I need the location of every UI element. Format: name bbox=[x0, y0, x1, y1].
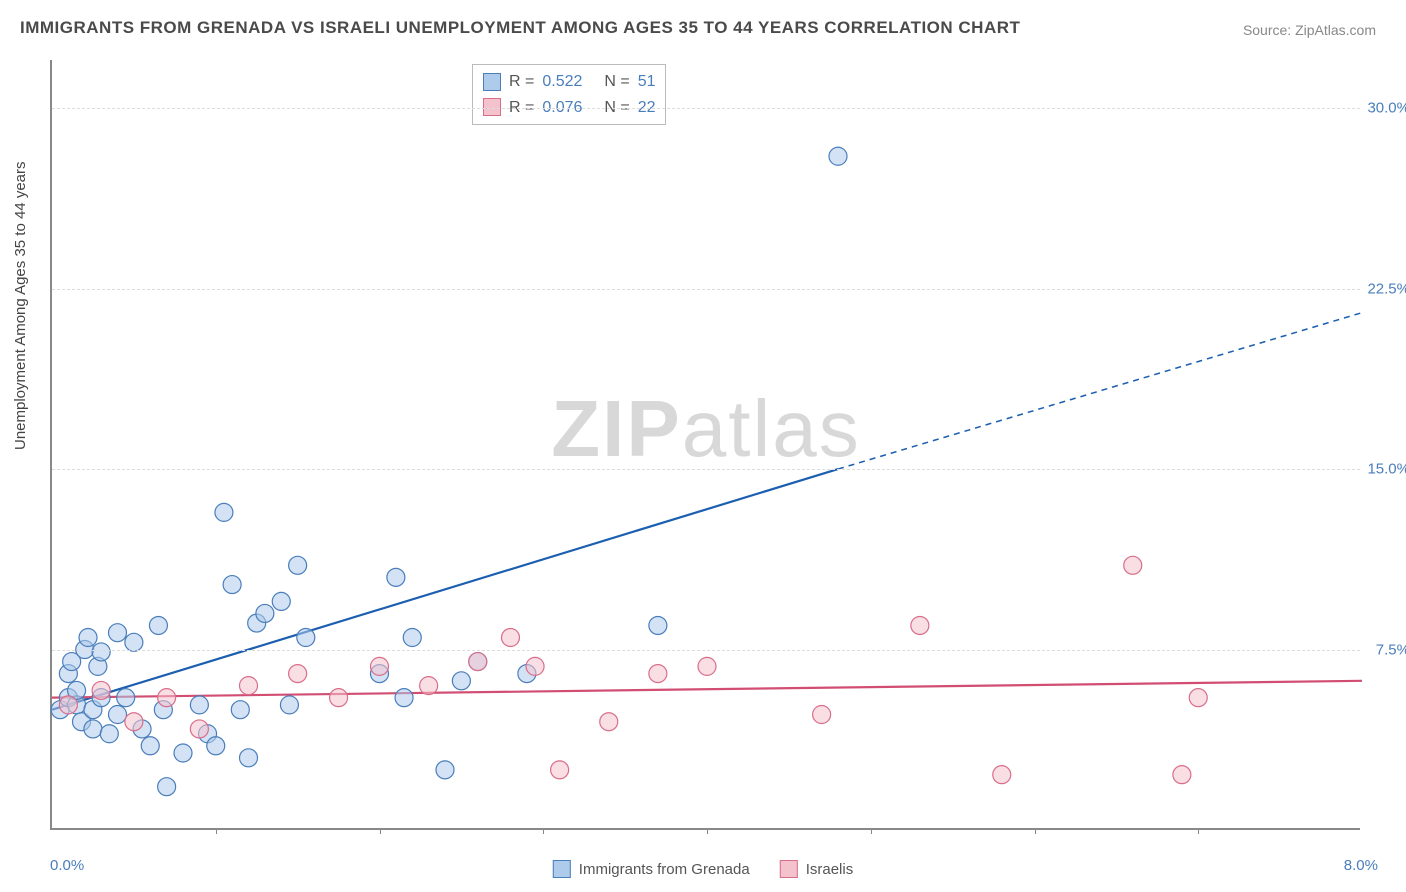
data-point bbox=[395, 689, 413, 707]
x-tick bbox=[380, 828, 381, 834]
gridline bbox=[52, 108, 1360, 109]
data-point bbox=[109, 624, 127, 642]
data-point bbox=[158, 689, 176, 707]
x-axis-min: 0.0% bbox=[50, 857, 84, 874]
data-point bbox=[59, 696, 77, 714]
data-point bbox=[240, 749, 258, 767]
data-point bbox=[911, 616, 929, 634]
legend-item: Immigrants from Grenada bbox=[553, 860, 750, 878]
data-point bbox=[452, 672, 470, 690]
y-tick-label: 22.5% bbox=[1350, 280, 1406, 297]
series-legend: Immigrants from Grenada Israelis bbox=[553, 860, 853, 878]
trend-line-dashed bbox=[838, 313, 1362, 469]
trend-line bbox=[52, 469, 838, 710]
data-point bbox=[649, 616, 667, 634]
data-point bbox=[1124, 556, 1142, 574]
source-attribution: Source: ZipAtlas.com bbox=[1243, 22, 1376, 38]
data-point bbox=[190, 720, 208, 738]
data-point bbox=[330, 689, 348, 707]
data-point bbox=[256, 604, 274, 622]
data-point bbox=[215, 503, 233, 521]
data-point bbox=[403, 629, 421, 647]
data-point bbox=[117, 689, 135, 707]
x-tick bbox=[543, 828, 544, 834]
data-point bbox=[92, 681, 110, 699]
data-point bbox=[526, 657, 544, 675]
x-tick bbox=[707, 828, 708, 834]
data-point bbox=[240, 677, 258, 695]
data-point bbox=[141, 737, 159, 755]
data-point bbox=[223, 576, 241, 594]
data-point bbox=[190, 696, 208, 714]
data-point bbox=[1173, 766, 1191, 784]
data-point bbox=[84, 720, 102, 738]
x-tick bbox=[871, 828, 872, 834]
plot-area: ZIPatlas R =0.522N =51R =0.076N =22 7.5%… bbox=[50, 60, 1360, 830]
y-tick-label: 7.5% bbox=[1350, 641, 1406, 658]
x-tick bbox=[1035, 828, 1036, 834]
data-point bbox=[297, 629, 315, 647]
data-point bbox=[469, 653, 487, 671]
x-tick bbox=[1198, 828, 1199, 834]
legend-swatch bbox=[780, 860, 798, 878]
data-point bbox=[100, 725, 118, 743]
data-point bbox=[387, 568, 405, 586]
legend-label: Israelis bbox=[806, 861, 854, 878]
data-point bbox=[436, 761, 454, 779]
chart-svg bbox=[52, 60, 1360, 828]
data-point bbox=[649, 665, 667, 683]
data-point bbox=[79, 629, 97, 647]
data-point bbox=[289, 665, 307, 683]
data-point bbox=[1189, 689, 1207, 707]
data-point bbox=[174, 744, 192, 762]
data-point bbox=[207, 737, 225, 755]
data-point bbox=[698, 657, 716, 675]
y-tick-label: 30.0% bbox=[1350, 100, 1406, 117]
data-point bbox=[149, 616, 167, 634]
data-point bbox=[420, 677, 438, 695]
gridline bbox=[52, 650, 1360, 651]
data-point bbox=[272, 592, 290, 610]
data-point bbox=[92, 643, 110, 661]
data-point bbox=[371, 657, 389, 675]
y-tick-label: 15.0% bbox=[1350, 461, 1406, 478]
x-tick bbox=[216, 828, 217, 834]
gridline bbox=[52, 289, 1360, 290]
y-axis-label: Unemployment Among Ages 35 to 44 years bbox=[12, 161, 29, 450]
legend-swatch bbox=[553, 860, 571, 878]
data-point bbox=[813, 706, 831, 724]
data-point bbox=[158, 778, 176, 796]
data-point bbox=[600, 713, 618, 731]
data-point bbox=[502, 629, 520, 647]
chart-title: IMMIGRANTS FROM GRENADA VS ISRAELI UNEMP… bbox=[20, 18, 1020, 38]
data-point bbox=[109, 706, 127, 724]
legend-item: Israelis bbox=[780, 860, 854, 878]
data-point bbox=[231, 701, 249, 719]
data-point bbox=[125, 713, 143, 731]
gridline bbox=[52, 469, 1360, 470]
data-point bbox=[551, 761, 569, 779]
data-point bbox=[289, 556, 307, 574]
data-point bbox=[829, 147, 847, 165]
legend-label: Immigrants from Grenada bbox=[579, 861, 750, 878]
x-axis-max: 8.0% bbox=[1344, 857, 1378, 874]
data-point bbox=[280, 696, 298, 714]
data-point bbox=[993, 766, 1011, 784]
